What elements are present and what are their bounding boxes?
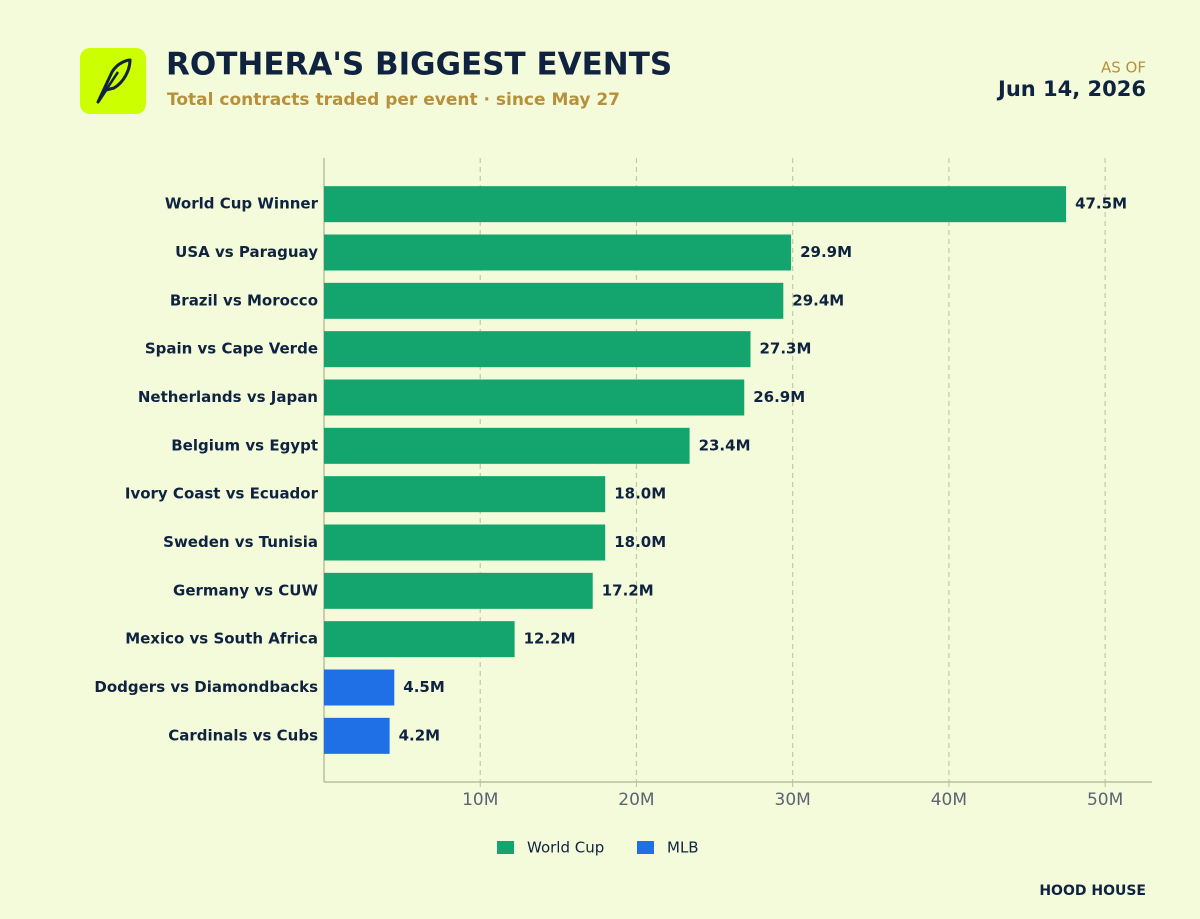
value-label: 18.0M: [614, 485, 666, 503]
bar: [324, 186, 1067, 223]
bar: [324, 379, 745, 416]
value-label: 23.4M: [699, 436, 751, 454]
value-label: 18.0M: [614, 533, 666, 551]
plot: 10M 20M 30M 40M 50M World Cup Winner USA vs Pa…: [94, 158, 1152, 857]
value-label: 47.5M: [1075, 195, 1127, 213]
logo-feather: [96, 58, 132, 104]
y-tick-label: Dodgers vs Diamondbacks: [94, 678, 318, 696]
y-tick-label: Sweden vs Tunisia: [163, 533, 318, 551]
x-tick-label: 30M: [775, 790, 811, 810]
legend-swatch: [637, 841, 654, 854]
y-tick-label: Belgium vs Egypt: [171, 436, 318, 454]
y-tick-label: Spain vs Cape Verde: [145, 340, 318, 358]
logo: [80, 48, 146, 114]
legend-label: MLB: [667, 839, 699, 857]
value-label: 29.4M: [792, 291, 844, 309]
as-of-label: AS OF: [1101, 59, 1146, 77]
x-tick-label: 20M: [618, 790, 654, 810]
as-of-date: Jun 14, 2026: [996, 77, 1146, 101]
bar: [324, 234, 792, 271]
bar: [324, 427, 690, 464]
chart-title: ROTHERA'S BIGGEST EVENTS: [166, 47, 672, 83]
x-tick-label: 50M: [1087, 790, 1123, 810]
y-tick-label: Cardinals vs Cubs: [168, 726, 318, 744]
value-label: 29.9M: [800, 243, 852, 261]
bar: [324, 621, 515, 658]
bar: [324, 282, 784, 319]
x-tick-label: 10M: [462, 790, 498, 810]
legend: World Cup MLB: [497, 839, 699, 857]
legend-label: World Cup: [527, 839, 604, 857]
bar: [324, 524, 606, 561]
y-tick-label: Ivory Coast vs Ecuador: [125, 485, 319, 503]
bar: [324, 476, 606, 513]
logo-stem: [96, 71, 120, 103]
value-label: 4.5M: [403, 678, 445, 696]
x-tick-label: 40M: [931, 790, 967, 810]
value-label: 26.9M: [753, 388, 805, 406]
y-tick-label: Germany vs CUW: [173, 581, 318, 599]
y-tick-label: Netherlands vs Japan: [138, 388, 318, 406]
bar: [324, 717, 390, 754]
value-label: 4.2M: [399, 726, 441, 744]
value-label: 27.3M: [759, 340, 811, 358]
y-tick-label: Mexico vs South Africa: [125, 630, 318, 648]
y-tick-label: World Cup Winner: [165, 195, 319, 213]
y-tick-label: Brazil vs Morocco: [170, 291, 318, 309]
footer-brand: HOOD HOUSE: [1039, 883, 1146, 899]
bar: [324, 331, 751, 368]
legend-swatch: [497, 841, 514, 854]
bar: [324, 669, 395, 706]
value-label: 17.2M: [602, 581, 654, 599]
chart-subtitle: Total contracts traded per event · since…: [167, 90, 620, 110]
y-tick-label: USA vs Paraguay: [175, 243, 318, 261]
value-label: 12.2M: [524, 630, 576, 648]
bar: [324, 572, 593, 609]
